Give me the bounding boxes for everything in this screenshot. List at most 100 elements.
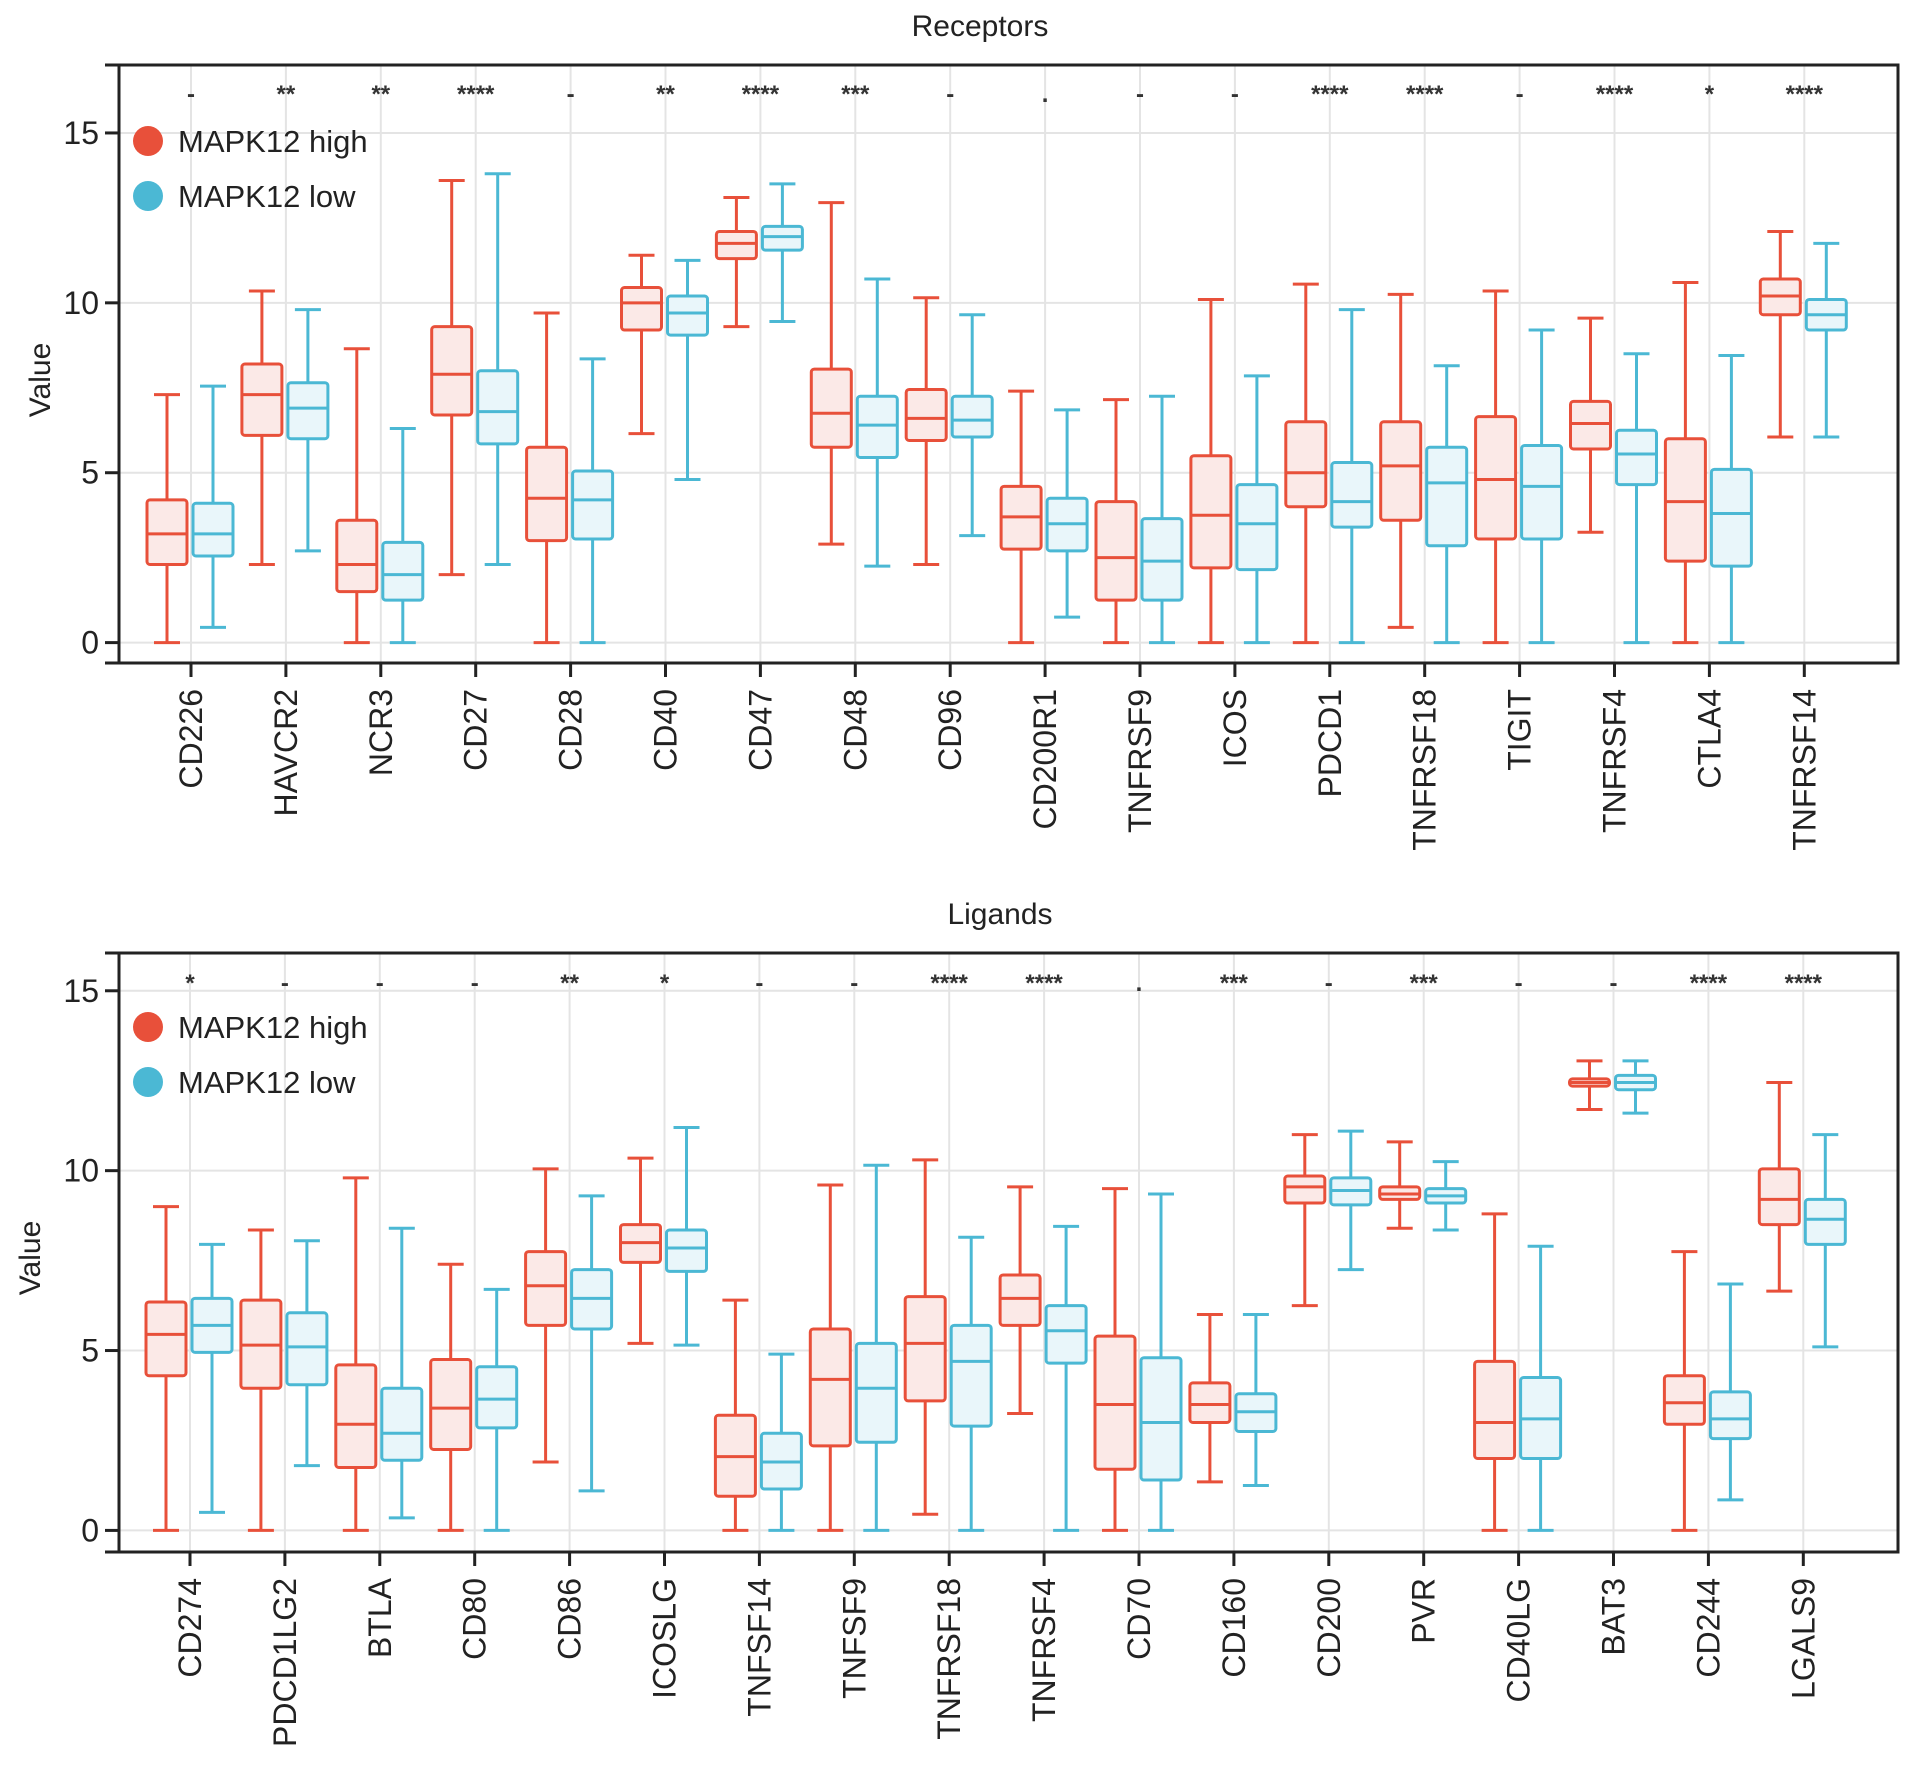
- significance-marker: ****: [1025, 970, 1063, 997]
- iqr-box: [475, 1365, 519, 1430]
- x-tick-label: TIGIT: [1502, 689, 1538, 771]
- box-low: [1519, 1244, 1563, 1532]
- iqr-box: [334, 1363, 378, 1469]
- box-low: [666, 258, 709, 482]
- box-low: [1425, 364, 1469, 645]
- box-high: [809, 201, 853, 546]
- x-tick-label: CD80: [457, 1578, 493, 1660]
- chart-title: Ligands: [947, 898, 1052, 931]
- box-low: [1615, 352, 1658, 645]
- x-tick-label: CD70: [1121, 1578, 1157, 1660]
- legend-label-high: MAPK12 high: [178, 1010, 368, 1045]
- iqr-box: [950, 394, 994, 439]
- significance-marker: -: [1325, 970, 1333, 997]
- gridlines: [119, 65, 1898, 663]
- significance-marker: -: [471, 970, 479, 997]
- iqr-box: [381, 540, 425, 602]
- box-low: [570, 1194, 614, 1493]
- ligands-panel: Ligands Value * - - - ** * - - **** ****. *** - *** -…: [14, 898, 1900, 1747]
- box-high: [904, 296, 948, 566]
- box-high: [144, 1205, 188, 1532]
- significance-marker: -: [376, 970, 384, 997]
- iqr-box: [145, 498, 189, 566]
- boxes: [145, 172, 1848, 645]
- box-low: [950, 313, 994, 538]
- x-tick-label: CD40LG: [1501, 1578, 1537, 1703]
- box-high: [240, 289, 284, 566]
- significance-marker: -: [1515, 970, 1523, 997]
- x-tick-label: ICOS: [1217, 689, 1253, 767]
- box-low: [380, 1226, 424, 1520]
- box-low: [854, 1163, 898, 1532]
- iqr-box: [714, 229, 758, 261]
- axes: 0 5 10 15 CD226 HAVCR2 NCR3 CD27 CD28 CD40 CD47 CD4…: [63, 63, 1822, 851]
- x-tick-label: CD160: [1216, 1578, 1252, 1678]
- box-low: [1045, 408, 1089, 619]
- iqr-box: [144, 1300, 188, 1378]
- significance-marker: *: [1705, 81, 1715, 108]
- x-tick-label: NCR3: [363, 689, 399, 776]
- x-tick-label: TNFRSF4: [1026, 1578, 1062, 1722]
- x-tick-label: CTLA4: [1691, 689, 1727, 789]
- box-low: [286, 308, 330, 553]
- x-tick-label: LGALS9: [1785, 1578, 1821, 1699]
- box-high: [334, 1176, 378, 1532]
- iqr-box: [808, 1327, 852, 1448]
- x-tick-label: TNFRSF9: [1122, 689, 1158, 833]
- x-tick-label: CD27: [458, 689, 494, 771]
- x-tick-label: CD86: [552, 1578, 588, 1660]
- box-high: [145, 393, 189, 645]
- box-high: [619, 1156, 662, 1345]
- box-high: [1474, 289, 1518, 645]
- box-low: [1708, 1282, 1752, 1502]
- significance-marker: -: [755, 970, 763, 997]
- iqr-box: [335, 518, 379, 594]
- box-low: [476, 172, 520, 566]
- significance-marker: ****: [1311, 81, 1349, 108]
- iqr-box: [571, 469, 615, 541]
- iqr-box: [286, 381, 330, 441]
- iqr-box: [285, 1311, 329, 1387]
- x-tick-label: PVR: [1406, 1578, 1442, 1644]
- x-tick-label: CD28: [553, 689, 589, 771]
- significance-marker: -: [187, 81, 195, 108]
- iqr-box: [666, 294, 709, 337]
- x-tick-label: CD47: [742, 689, 778, 771]
- box-high: [524, 1167, 568, 1464]
- box-high: [1378, 1140, 1422, 1230]
- iqr-box: [1379, 420, 1423, 522]
- iqr-box: [1093, 1334, 1137, 1471]
- legend-swatch-high: [133, 1012, 163, 1042]
- y-axis-label: Value: [24, 343, 57, 418]
- x-tick-label: HAVCR2: [268, 689, 304, 816]
- box-high: [430, 179, 474, 577]
- box-low: [949, 1235, 993, 1532]
- iqr-box: [949, 1323, 993, 1428]
- box-high: [620, 253, 663, 436]
- chart-title: Receptors: [912, 10, 1049, 43]
- significance-marker: -: [567, 81, 575, 108]
- box-low: [191, 384, 235, 629]
- x-tick-label: CD226: [173, 689, 209, 789]
- significance-marker: **: [560, 970, 579, 997]
- box-high: [998, 1185, 1042, 1415]
- significance-marker: .: [1042, 81, 1049, 108]
- significance-marker: **: [277, 81, 296, 108]
- box-low: [1520, 328, 1564, 645]
- box-high: [1663, 280, 1707, 645]
- significance-marker: **: [656, 81, 675, 108]
- box-high: [1758, 229, 1802, 439]
- iqr-box: [430, 325, 474, 417]
- x-tick-label: TNFSF9: [836, 1578, 872, 1699]
- iqr-box: [1189, 454, 1233, 570]
- box-high: [1284, 282, 1328, 645]
- iqr-box: [380, 1386, 424, 1462]
- iqr-box: [760, 224, 804, 252]
- box-high: [1379, 292, 1423, 629]
- box-low: [381, 427, 425, 645]
- plot-frame: [117, 951, 1900, 1554]
- x-tick-label: TNFRSF18: [1407, 689, 1443, 851]
- iqr-box: [1803, 1197, 1847, 1246]
- x-tick-label: CD48: [837, 689, 873, 771]
- significance-marker: ****: [742, 81, 780, 108]
